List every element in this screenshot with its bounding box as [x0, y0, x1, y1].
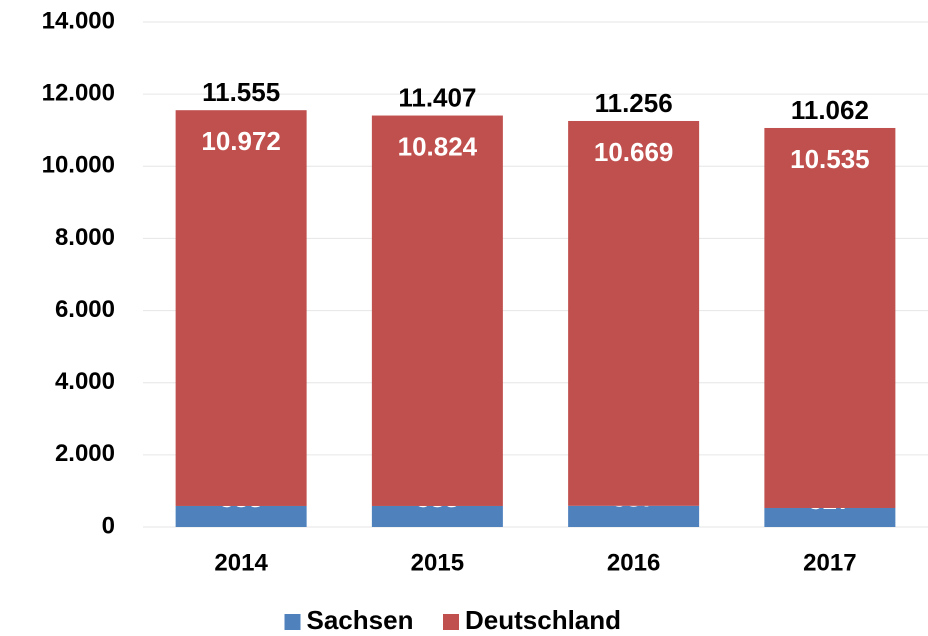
- value-label: 10.669: [594, 137, 674, 167]
- total-label: 11.256: [595, 88, 673, 118]
- legend-label: Sachsen: [307, 605, 414, 635]
- y-tick-label: 4.000: [55, 368, 115, 395]
- y-tick-label: 12.000: [42, 79, 115, 106]
- y-tick-label: 2.000: [55, 440, 115, 467]
- y-tick-label: 14.000: [42, 7, 115, 34]
- x-tick-label: 2016: [607, 549, 660, 576]
- value-label: 10.535: [790, 144, 870, 174]
- bar-segment: [568, 505, 700, 527]
- legend-swatch: [284, 614, 301, 630]
- total-label: 11.062: [791, 95, 869, 125]
- bar-segment: [175, 505, 307, 527]
- y-tick-label: 10.000: [42, 152, 115, 179]
- bar-segment: [175, 110, 307, 506]
- y-tick-label: 8.000: [55, 224, 115, 251]
- x-tick-label: 2017: [803, 549, 856, 576]
- value-label: 10.972: [201, 126, 281, 156]
- total-label: 11.555: [202, 77, 280, 107]
- x-tick-label: 2015: [411, 549, 464, 576]
- legend-swatch: [443, 614, 459, 630]
- bar-segment: [371, 115, 503, 506]
- bar-segment: [764, 507, 896, 527]
- total-label: 11.407: [398, 82, 476, 112]
- value-label: 10.824: [398, 131, 478, 161]
- bar-segment: [371, 505, 503, 527]
- bar-segment: [764, 127, 896, 508]
- bar-segment: [568, 120, 700, 506]
- y-tick-label: 6.000: [55, 296, 115, 323]
- legend-label: Deutschland: [465, 605, 621, 635]
- y-tick-label: 0: [102, 512, 115, 539]
- x-tick-label: 2014: [214, 549, 268, 576]
